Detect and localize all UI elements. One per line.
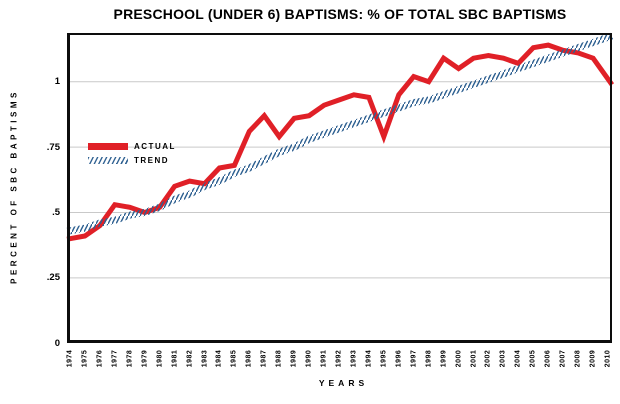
- x-tick-label: 2000: [455, 349, 463, 368]
- legend-label-actual: ACTUAL: [134, 141, 176, 151]
- x-tick-label: 1999: [440, 349, 448, 368]
- chart-title: PRESCHOOL (UNDER 6) BAPTISMS: % OF TOTAL…: [113, 6, 567, 22]
- legend: ACTUAL TREND: [88, 139, 176, 167]
- legend-item-trend: TREND: [88, 153, 176, 167]
- x-tick-label: 1984: [215, 349, 223, 368]
- legend-label-trend: TREND: [134, 155, 170, 165]
- x-tick-label: 2010: [604, 349, 612, 368]
- x-tick-label: 1989: [290, 349, 298, 368]
- x-tick-label: 1998: [425, 349, 433, 368]
- x-tick-label: 1977: [111, 349, 119, 368]
- x-tick-label: 1979: [141, 349, 149, 368]
- x-tick-label: 1995: [380, 349, 388, 368]
- y-tick-label: .75: [46, 141, 60, 153]
- y-tick-label: 0: [54, 337, 60, 349]
- x-tick-label: 1986: [245, 349, 253, 368]
- y-axis-title: PERCENT OF SBC BAPTISMS: [9, 89, 19, 284]
- x-tick-label: 1993: [350, 349, 358, 368]
- x-tick-label: 1994: [365, 349, 373, 368]
- x-tick-label: 2001: [470, 349, 477, 368]
- x-tick-label: 1982: [186, 349, 194, 368]
- x-tick-label: 2008: [574, 349, 582, 368]
- x-tick-label: 1980: [156, 349, 164, 368]
- y-tick-label: .25: [46, 272, 60, 284]
- x-tick-label: 1981: [171, 349, 179, 368]
- x-tick-label: 2004: [514, 349, 522, 368]
- x-tick-label: 1991: [320, 349, 328, 368]
- legend-item-actual: ACTUAL: [88, 139, 176, 153]
- gridlines: [67, 81, 612, 279]
- trend-line: [66, 32, 614, 235]
- actual-line-swatch: [88, 142, 128, 150]
- x-axis-title: YEARS: [318, 378, 369, 388]
- x-tick-label: 2002: [484, 349, 492, 368]
- x-tick-label: 1976: [96, 349, 104, 368]
- x-tick-label: 1987: [260, 349, 268, 368]
- trend-line-swatch: [88, 156, 128, 164]
- x-tick-label: 2006: [544, 349, 552, 368]
- data-series: [66, 32, 615, 242]
- x-tick-label: 1974: [66, 349, 74, 368]
- x-tick-label: 2007: [559, 349, 567, 368]
- x-tick-label: 1996: [395, 349, 403, 368]
- x-tick-label: 1975: [81, 349, 89, 368]
- x-tick-label: 1988: [275, 349, 283, 368]
- y-tick-label: .5: [52, 207, 60, 218]
- x-tick-label: 1990: [305, 349, 313, 368]
- x-tick-label: 1992: [335, 349, 343, 368]
- x-tick-label: 2003: [499, 349, 507, 368]
- x-tick-label: 2009: [589, 349, 597, 368]
- x-tick-label: 1985: [230, 349, 238, 368]
- x-tick-label: 1983: [201, 349, 208, 368]
- x-tick-label: 1978: [126, 349, 134, 368]
- x-tick-label: 2005: [529, 349, 537, 368]
- y-tick-label: 1: [54, 76, 60, 88]
- plot-frame: [67, 33, 612, 343]
- x-tick-label: 1997: [410, 349, 418, 368]
